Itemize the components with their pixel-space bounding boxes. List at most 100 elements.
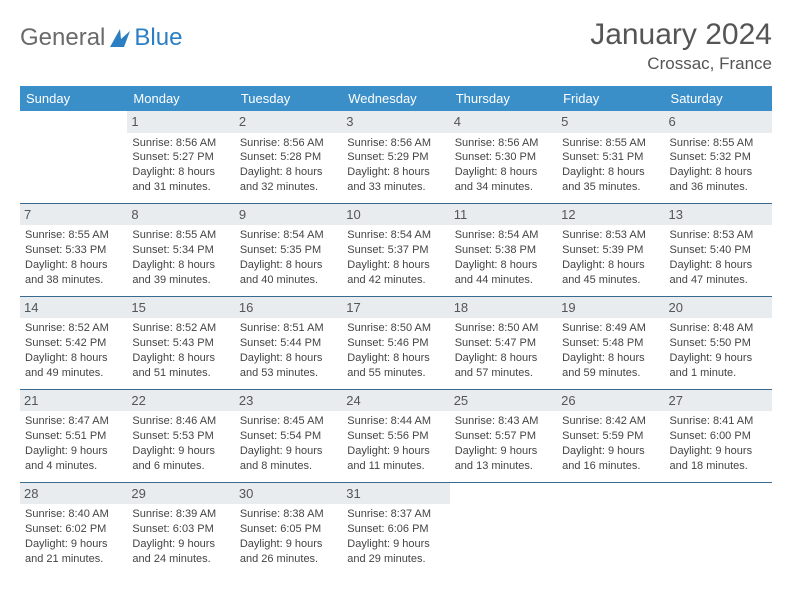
calendar-cell: 9Sunrise: 8:54 AMSunset: 5:35 PMDaylight… xyxy=(235,203,342,296)
day-details: Sunrise: 8:42 AMSunset: 5:59 PMDaylight:… xyxy=(561,414,660,473)
sunset-text: Sunset: 5:51 PM xyxy=(25,429,122,444)
day-details: Sunrise: 8:56 AMSunset: 5:30 PMDaylight:… xyxy=(454,136,553,195)
calendar-cell: 6Sunrise: 8:55 AMSunset: 5:32 PMDaylight… xyxy=(665,111,772,203)
daylight-text: Daylight: 8 hours and 59 minutes. xyxy=(562,351,659,381)
calendar-cell: 11Sunrise: 8:54 AMSunset: 5:38 PMDayligh… xyxy=(450,203,557,296)
sunrise-text: Sunrise: 8:54 AM xyxy=(455,228,552,243)
sunrise-text: Sunrise: 8:52 AM xyxy=(132,321,229,336)
sunset-text: Sunset: 6:05 PM xyxy=(240,522,337,537)
sunrise-text: Sunrise: 8:51 AM xyxy=(240,321,337,336)
sunset-text: Sunset: 5:28 PM xyxy=(240,150,337,165)
day-details: Sunrise: 8:41 AMSunset: 6:00 PMDaylight:… xyxy=(669,414,768,473)
day-details: Sunrise: 8:56 AMSunset: 5:27 PMDaylight:… xyxy=(131,136,230,195)
sunrise-text: Sunrise: 8:52 AM xyxy=(25,321,122,336)
month-title: January 2024 xyxy=(590,18,772,52)
brand-logo: General Blue xyxy=(20,18,182,52)
day-number: 23 xyxy=(235,390,342,412)
sunset-text: Sunset: 5:29 PM xyxy=(347,150,444,165)
sunset-text: Sunset: 5:47 PM xyxy=(455,336,552,351)
sunrise-text: Sunrise: 8:48 AM xyxy=(670,321,767,336)
day-number: 3 xyxy=(342,111,449,133)
day-details: Sunrise: 8:55 AMSunset: 5:32 PMDaylight:… xyxy=(669,136,768,195)
day-number: 4 xyxy=(450,111,557,133)
calendar-row: 28Sunrise: 8:40 AMSunset: 6:02 PMDayligh… xyxy=(20,482,772,574)
calendar-cell: 23Sunrise: 8:45 AMSunset: 5:54 PMDayligh… xyxy=(235,389,342,482)
sunset-text: Sunset: 5:27 PM xyxy=(132,150,229,165)
sunrise-text: Sunrise: 8:55 AM xyxy=(132,228,229,243)
sunset-text: Sunset: 6:06 PM xyxy=(347,522,444,537)
daylight-text: Daylight: 9 hours and 8 minutes. xyxy=(240,444,337,474)
calendar-row: 14Sunrise: 8:52 AMSunset: 5:42 PMDayligh… xyxy=(20,296,772,389)
day-number: 26 xyxy=(557,390,664,412)
sunset-text: Sunset: 5:30 PM xyxy=(455,150,552,165)
day-number: 29 xyxy=(127,483,234,505)
sunrise-text: Sunrise: 8:40 AM xyxy=(25,507,122,522)
day-number: 20 xyxy=(665,297,772,319)
day-details: Sunrise: 8:40 AMSunset: 6:02 PMDaylight:… xyxy=(24,507,123,566)
daylight-text: Daylight: 8 hours and 49 minutes. xyxy=(25,351,122,381)
calendar-cell: 17Sunrise: 8:50 AMSunset: 5:46 PMDayligh… xyxy=(342,296,449,389)
sunrise-text: Sunrise: 8:46 AM xyxy=(132,414,229,429)
sunrise-text: Sunrise: 8:53 AM xyxy=(562,228,659,243)
calendar-cell xyxy=(450,482,557,574)
sunrise-text: Sunrise: 8:41 AM xyxy=(670,414,767,429)
calendar-cell: 4 Sunrise: 8:56 AMSunset: 5:30 PMDaylight… xyxy=(450,111,557,203)
daylight-text: Daylight: 8 hours and 32 minutes. xyxy=(240,165,337,195)
daylight-text: Daylight: 9 hours and 16 minutes. xyxy=(562,444,659,474)
sunrise-text: Sunrise: 8:54 AM xyxy=(240,228,337,243)
weekday-header: Tuesday xyxy=(235,86,342,111)
sunrise-text: Sunrise: 8:55 AM xyxy=(562,136,659,151)
calendar-cell xyxy=(557,482,664,574)
sunset-text: Sunset: 5:39 PM xyxy=(562,243,659,258)
sunrise-text: Sunrise: 8:54 AM xyxy=(347,228,444,243)
sunrise-text: Sunrise: 8:50 AM xyxy=(455,321,552,336)
daylight-text: Daylight: 8 hours and 39 minutes. xyxy=(132,258,229,288)
sunrise-text: Sunrise: 8:45 AM xyxy=(240,414,337,429)
day-number: 16 xyxy=(235,297,342,319)
day-details: Sunrise: 8:51 AMSunset: 5:44 PMDaylight:… xyxy=(239,321,338,380)
sunset-text: Sunset: 5:44 PM xyxy=(240,336,337,351)
calendar-cell: 12Sunrise: 8:53 AMSunset: 5:39 PMDayligh… xyxy=(557,203,664,296)
daylight-text: Daylight: 8 hours and 38 minutes. xyxy=(25,258,122,288)
day-details: Sunrise: 8:46 AMSunset: 5:53 PMDaylight:… xyxy=(131,414,230,473)
day-details: Sunrise: 8:52 AMSunset: 5:42 PMDaylight:… xyxy=(24,321,123,380)
daylight-text: Daylight: 8 hours and 40 minutes. xyxy=(240,258,337,288)
calendar-cell: 22Sunrise: 8:46 AMSunset: 5:53 PMDayligh… xyxy=(127,389,234,482)
calendar-cell: 1 Sunrise: 8:56 AMSunset: 5:27 PMDaylight… xyxy=(127,111,234,203)
day-details: Sunrise: 8:56 AMSunset: 5:28 PMDaylight:… xyxy=(239,136,338,195)
sunset-text: Sunset: 5:50 PM xyxy=(670,336,767,351)
calendar-cell: 14Sunrise: 8:52 AMSunset: 5:42 PMDayligh… xyxy=(20,296,127,389)
sunset-text: Sunset: 5:32 PM xyxy=(670,150,767,165)
calendar-cell xyxy=(665,482,772,574)
day-details: Sunrise: 8:44 AMSunset: 5:56 PMDaylight:… xyxy=(346,414,445,473)
calendar-cell: 3Sunrise: 8:56 AMSunset: 5:29 PMDaylight… xyxy=(342,111,449,203)
calendar-table: Sunday Monday Tuesday Wednesday Thursday… xyxy=(20,86,772,575)
weekday-header: Friday xyxy=(557,86,664,111)
calendar-cell: 27Sunrise: 8:41 AMSunset: 6:00 PMDayligh… xyxy=(665,389,772,482)
daylight-text: Daylight: 9 hours and 11 minutes. xyxy=(347,444,444,474)
sunset-text: Sunset: 5:33 PM xyxy=(25,243,122,258)
day-details: Sunrise: 8:54 AMSunset: 5:35 PMDaylight:… xyxy=(239,228,338,287)
sunset-text: Sunset: 5:53 PM xyxy=(132,429,229,444)
calendar-cell: 15Sunrise: 8:52 AMSunset: 5:43 PMDayligh… xyxy=(127,296,234,389)
daylight-text: Daylight: 8 hours and 35 minutes. xyxy=(562,165,659,195)
calendar-cell: 31Sunrise: 8:37 AMSunset: 6:06 PMDayligh… xyxy=(342,482,449,574)
sunset-text: Sunset: 5:43 PM xyxy=(132,336,229,351)
daylight-text: Daylight: 9 hours and 6 minutes. xyxy=(132,444,229,474)
day-details: Sunrise: 8:54 AMSunset: 5:37 PMDaylight:… xyxy=(346,228,445,287)
sunrise-text: Sunrise: 8:50 AM xyxy=(347,321,444,336)
weekday-header: Saturday xyxy=(665,86,772,111)
sunrise-text: Sunrise: 8:56 AM xyxy=(455,136,552,151)
calendar-cell: 20 Sunrise: 8:48 AMSunset: 5:50 PMDayligh… xyxy=(665,296,772,389)
day-number: 31 xyxy=(342,483,449,505)
day-number: 1 xyxy=(127,111,234,133)
calendar-cell: 21Sunrise: 8:47 AMSunset: 5:51 PMDayligh… xyxy=(20,389,127,482)
daylight-text: Daylight: 9 hours and 1 minute. xyxy=(670,351,767,381)
daylight-text: Daylight: 9 hours and 21 minutes. xyxy=(25,537,122,567)
sunset-text: Sunset: 5:35 PM xyxy=(240,243,337,258)
page-header: General Blue January 2024 Crossac, Franc… xyxy=(20,18,772,74)
calendar-row: 1Sunrise: 8:56 AMSunset: 5:27 PMDaylight… xyxy=(20,111,772,203)
calendar-cell: 5Sunrise: 8:55 AMSunset: 5:31 PMDaylight… xyxy=(557,111,664,203)
calendar-cell: 30Sunrise: 8:38 AMSunset: 6:05 PMDayligh… xyxy=(235,482,342,574)
day-number: 5 xyxy=(557,111,664,133)
